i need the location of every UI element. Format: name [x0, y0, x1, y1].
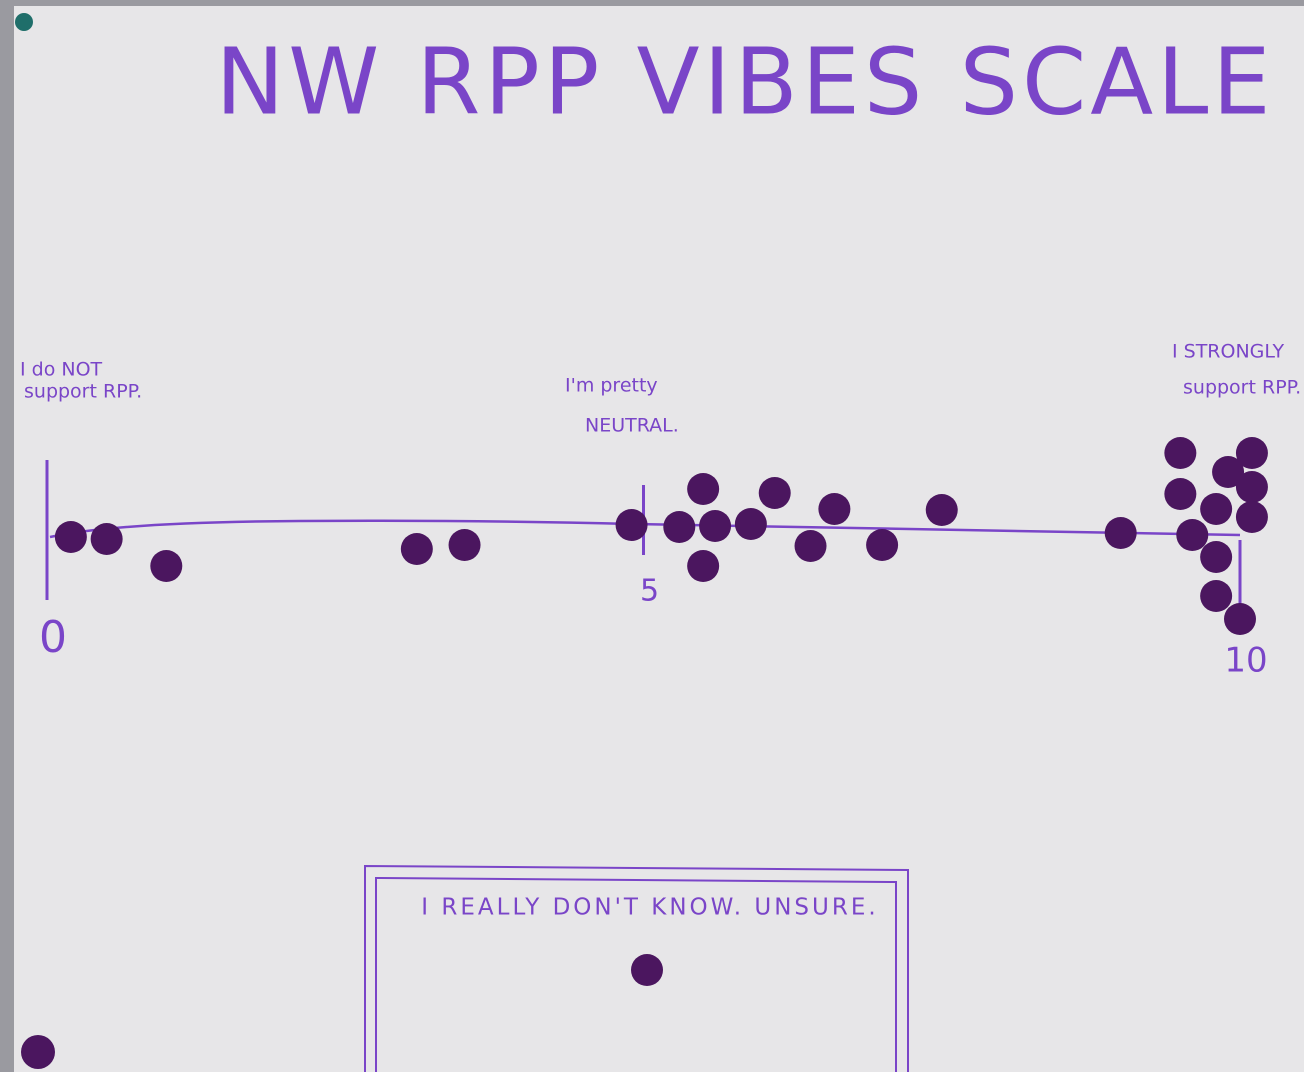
annotation: NEUTRAL. [585, 415, 679, 437]
unsure-label: I REALLY DON'T KNOW. UNSURE. [421, 895, 878, 921]
vote-dot [1236, 501, 1268, 533]
vote-dot [1224, 603, 1256, 635]
vote-dot [1236, 471, 1268, 503]
vote-dot [1200, 541, 1232, 573]
vote-dot [150, 550, 182, 582]
vote-dot [866, 529, 898, 561]
vote-dot [55, 521, 87, 553]
vote-dot [1200, 493, 1232, 525]
annotation: I do NOT [20, 359, 103, 381]
vote-dot [687, 550, 719, 582]
vote-dot [687, 473, 719, 505]
chart-title: NW RPP VIBES SCALE [215, 28, 1274, 135]
vote-dot [926, 494, 958, 526]
vote-dot [795, 530, 827, 562]
vote-dot [1176, 519, 1208, 551]
vote-dot [616, 509, 648, 541]
vote-dot [759, 477, 791, 509]
vote-dot [91, 523, 123, 555]
poster: NW RPP VIBES SCALE I REALLY DON'T KNOW. … [0, 0, 1304, 1072]
x-tick-label: 5 [640, 574, 659, 609]
x-tick-label: 10 [1224, 641, 1267, 681]
vote-dot [818, 493, 850, 525]
annotation: support RPP. [24, 381, 142, 403]
pushpin-dot [21, 1035, 55, 1069]
x-tick-label: 0 [39, 612, 67, 663]
vote-dot [735, 508, 767, 540]
vote-dot [1236, 437, 1268, 469]
vote-dot [449, 529, 481, 561]
vote-dot [401, 533, 433, 565]
unsure-dot [631, 954, 663, 986]
annotation: I'm pretty [565, 375, 658, 397]
annotation: I STRONGLY [1172, 341, 1284, 363]
vote-dot [699, 510, 731, 542]
vote-dot [1164, 437, 1196, 469]
vote-dot [663, 511, 695, 543]
vote-dot [1200, 580, 1232, 612]
vote-dot [1105, 517, 1137, 549]
pushpin [15, 13, 33, 31]
annotation: support RPP. [1183, 377, 1301, 399]
vote-dot [1164, 478, 1196, 510]
